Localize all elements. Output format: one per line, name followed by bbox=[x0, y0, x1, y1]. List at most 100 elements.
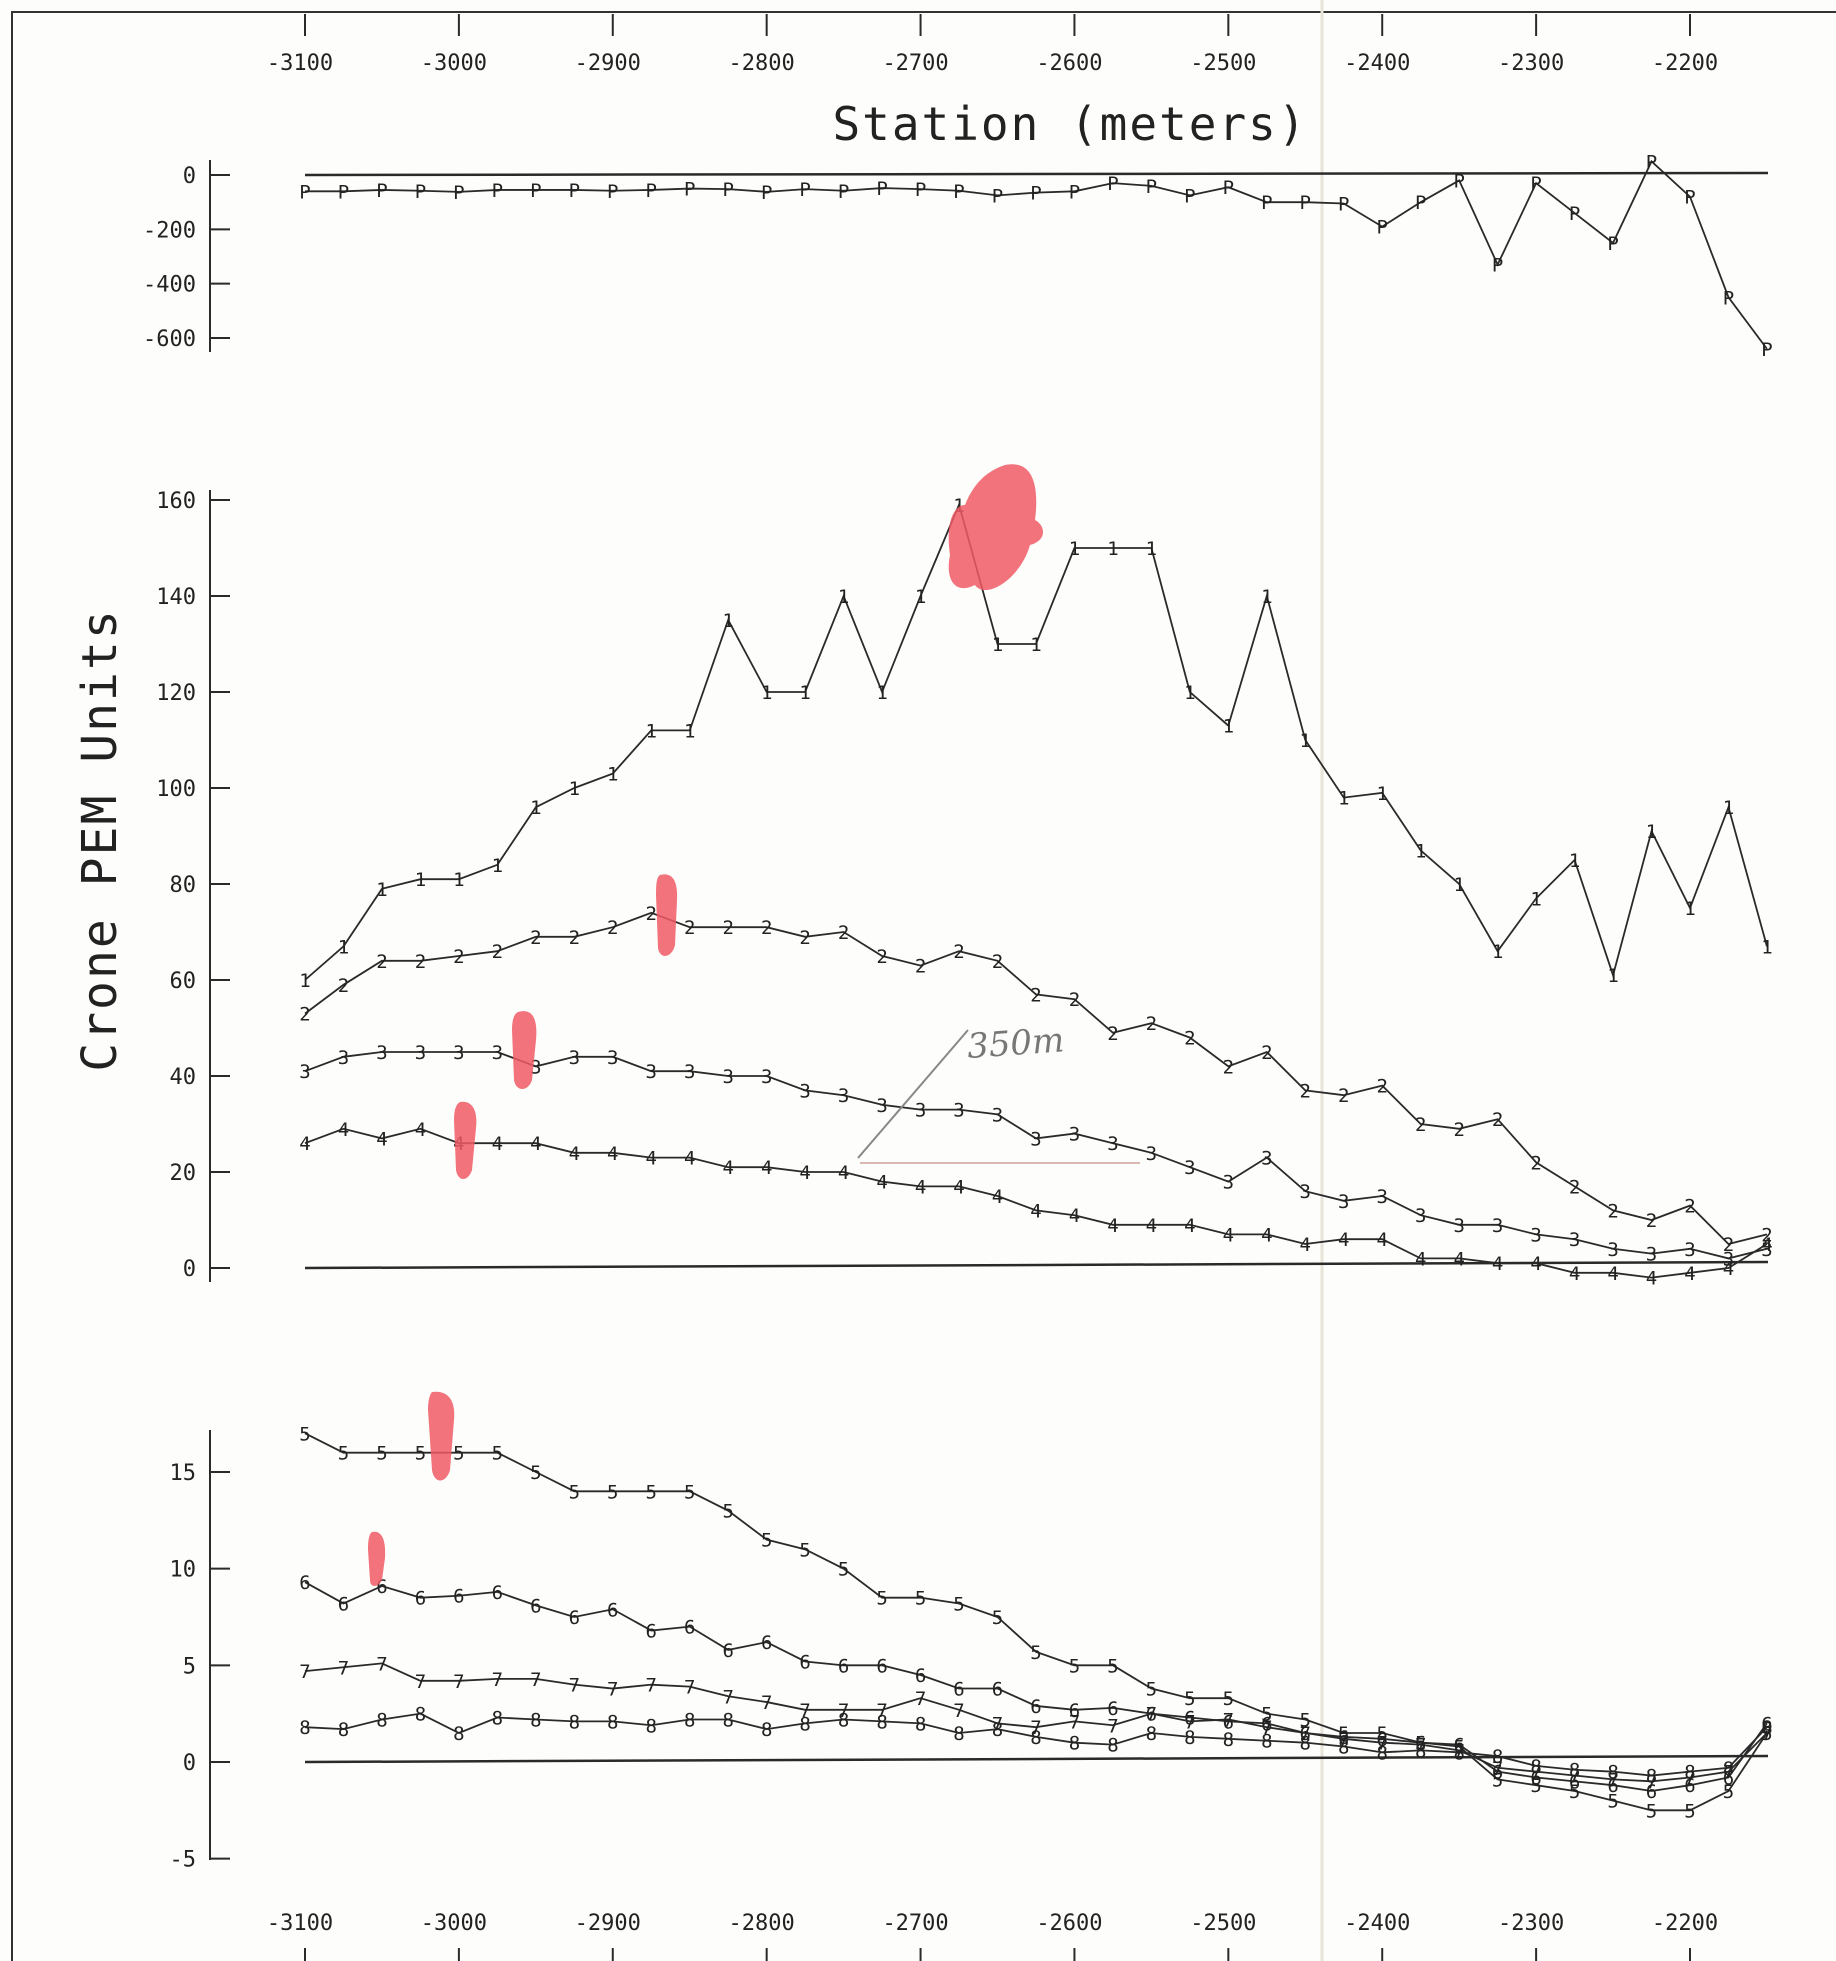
data-point-1: 1 bbox=[1107, 538, 1118, 560]
data-point-4: 4 bbox=[1146, 1215, 1157, 1237]
data-point-5: 5 bbox=[1107, 1655, 1118, 1677]
data-point-3: 3 bbox=[1723, 1248, 1734, 1270]
data-point-8: 8 bbox=[1107, 1735, 1118, 1757]
data-point-4: 4 bbox=[1492, 1253, 1503, 1275]
bottom-x-tick-label: -2700 bbox=[882, 1911, 948, 1936]
data-point-P: P bbox=[838, 181, 849, 203]
data-point-5: 5 bbox=[1223, 1688, 1234, 1710]
bottom-x-tick-label: -2600 bbox=[1036, 1911, 1102, 1936]
data-point-2: 2 bbox=[1069, 989, 1080, 1011]
data-point-8: 8 bbox=[1261, 1731, 1272, 1753]
data-point-1: 1 bbox=[1415, 840, 1426, 862]
data-point-2: 2 bbox=[607, 917, 618, 939]
data-point-6: 6 bbox=[646, 1621, 657, 1643]
data-point-1: 1 bbox=[1530, 888, 1541, 910]
data-point-3: 3 bbox=[1530, 1224, 1541, 1246]
data-point-1: 1 bbox=[646, 720, 657, 742]
data-point-5: 5 bbox=[1030, 1642, 1041, 1664]
data-point-4: 4 bbox=[338, 1119, 349, 1141]
data-point-6: 6 bbox=[992, 1679, 1003, 1701]
data-point-2: 2 bbox=[376, 951, 387, 973]
series-6: 6 6 6 6 6 6 6 6 6 6 6 6 6 6 6 6 6 6 6 6 6 6 6 6 6 6 6 6 6 6 6 6 6 6 6 6 6 6 6 bbox=[299, 1572, 1772, 1803]
data-point-1: 1 bbox=[1492, 941, 1503, 963]
y-tick-label: 40 bbox=[170, 1065, 197, 1090]
data-point-6: 6 bbox=[1030, 1696, 1041, 1718]
data-point-7: 7 bbox=[915, 1688, 926, 1710]
data-point-7: 7 bbox=[646, 1675, 657, 1697]
y-tick-label: 60 bbox=[170, 969, 197, 994]
data-point-6: 6 bbox=[530, 1595, 541, 1617]
data-point-3: 3 bbox=[1184, 1157, 1195, 1179]
y-tick-label: -5 bbox=[170, 1848, 197, 1873]
bottom-x-tick-label: -2500 bbox=[1190, 1911, 1256, 1936]
data-point-2: 2 bbox=[1761, 1224, 1772, 1246]
data-point-P: P bbox=[953, 181, 964, 203]
data-point-1: 1 bbox=[722, 610, 733, 632]
data-point-1: 1 bbox=[1338, 788, 1349, 810]
data-point-2: 2 bbox=[876, 946, 887, 968]
data-point-4: 4 bbox=[1607, 1263, 1618, 1285]
y-tick-label: 140 bbox=[156, 585, 196, 610]
data-point-P: P bbox=[569, 180, 580, 202]
data-point-2: 2 bbox=[1453, 1119, 1464, 1141]
data-point-3: 3 bbox=[1492, 1215, 1503, 1237]
data-point-P: P bbox=[492, 180, 503, 202]
data-point-1: 1 bbox=[338, 936, 349, 958]
data-point-7: 7 bbox=[1146, 1704, 1157, 1726]
y-tick-label: 0 bbox=[183, 164, 196, 189]
data-point-2: 2 bbox=[1607, 1200, 1618, 1222]
data-point-5: 5 bbox=[415, 1443, 426, 1465]
data-point-4: 4 bbox=[1415, 1248, 1426, 1270]
series-line-3 bbox=[304, 1051, 1768, 1260]
y-tick-label: 15 bbox=[170, 1461, 197, 1486]
data-point-3: 3 bbox=[453, 1042, 464, 1064]
y-tick-label: 10 bbox=[170, 1558, 197, 1583]
data-point-2: 2 bbox=[1261, 1042, 1272, 1064]
data-point-3: 3 bbox=[799, 1080, 810, 1102]
data-point-P: P bbox=[1261, 192, 1272, 214]
data-point-P: P bbox=[1646, 151, 1657, 173]
data-point-2: 2 bbox=[646, 903, 657, 925]
data-point-3: 3 bbox=[1607, 1239, 1618, 1261]
data-point-2: 2 bbox=[1184, 1028, 1195, 1050]
data-point-1: 1 bbox=[684, 720, 695, 742]
data-point-2: 2 bbox=[569, 927, 580, 949]
data-point-6: 6 bbox=[876, 1655, 887, 1677]
data-point-1: 1 bbox=[1684, 898, 1695, 920]
data-point-2: 2 bbox=[1376, 1076, 1387, 1098]
data-point-4: 4 bbox=[838, 1162, 849, 1184]
data-point-3: 3 bbox=[953, 1100, 964, 1122]
data-point-2: 2 bbox=[1030, 984, 1041, 1006]
data-point-6: 6 bbox=[1184, 1708, 1195, 1730]
data-point-4: 4 bbox=[1453, 1248, 1464, 1270]
data-point-3: 3 bbox=[492, 1042, 503, 1064]
data-point-6: 6 bbox=[1415, 1733, 1426, 1755]
data-point-7: 7 bbox=[1761, 1723, 1772, 1745]
data-point-2: 2 bbox=[992, 951, 1003, 973]
top-x-tick-label: -2200 bbox=[1652, 51, 1718, 76]
data-point-3: 3 bbox=[376, 1042, 387, 1064]
series-line-7 bbox=[304, 1662, 1768, 1783]
data-point-8: 8 bbox=[876, 1711, 887, 1733]
bottom-x-tick-label: -2200 bbox=[1652, 1911, 1718, 1936]
data-point-6: 6 bbox=[1300, 1723, 1311, 1745]
data-point-1: 1 bbox=[1607, 965, 1618, 987]
data-point-4: 4 bbox=[1184, 1215, 1195, 1237]
data-point-7: 7 bbox=[1069, 1711, 1080, 1733]
data-point-5: 5 bbox=[1184, 1688, 1195, 1710]
data-point-8: 8 bbox=[1338, 1737, 1349, 1759]
data-point-5: 5 bbox=[992, 1607, 1003, 1629]
series-8: 8 8 8 8 8 8 8 8 8 8 8 8 8 8 8 8 8 8 8 8 8 8 8 8 8 8 8 8 8 8 8 8 8 8 8 8 8 8 8 bbox=[299, 1704, 1772, 1788]
data-point-7: 7 bbox=[1492, 1758, 1503, 1780]
data-point-8: 8 bbox=[530, 1709, 541, 1731]
data-point-6: 6 bbox=[1376, 1729, 1387, 1751]
data-point-7: 7 bbox=[453, 1671, 464, 1693]
data-point-2: 2 bbox=[453, 946, 464, 968]
data-point-8: 8 bbox=[1069, 1733, 1080, 1755]
data-point-5: 5 bbox=[1723, 1781, 1734, 1803]
data-point-6: 6 bbox=[761, 1632, 772, 1654]
data-point-1: 1 bbox=[530, 797, 541, 819]
y-tick-label: 0 bbox=[183, 1257, 196, 1282]
data-point-4: 4 bbox=[953, 1176, 964, 1198]
data-point-4: 4 bbox=[799, 1162, 810, 1184]
